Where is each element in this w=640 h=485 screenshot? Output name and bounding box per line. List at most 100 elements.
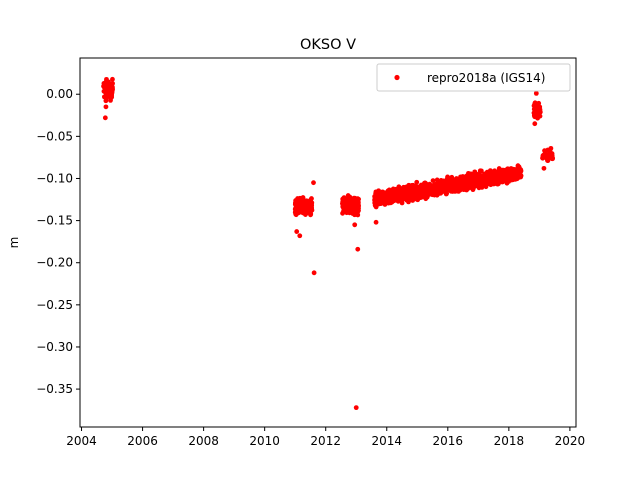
data-point	[103, 93, 109, 98]
data-point	[294, 229, 300, 234]
data-point	[421, 180, 427, 186]
data-point	[471, 185, 476, 191]
data-point	[536, 100, 542, 106]
data-point	[440, 183, 446, 189]
data-point	[533, 90, 539, 96]
data-point	[418, 189, 424, 195]
plot-area-frame	[79, 57, 577, 428]
data-point	[352, 222, 358, 228]
data-point	[430, 178, 436, 184]
x-tick-label: 2014	[371, 434, 402, 448]
data-point	[354, 210, 360, 216]
data-point	[102, 115, 108, 121]
data-point	[349, 200, 355, 206]
data-point	[473, 178, 479, 184]
data-point	[460, 178, 465, 184]
data-point	[300, 206, 306, 212]
data-point	[514, 173, 520, 178]
data-point	[101, 84, 107, 89]
data-point	[478, 174, 484, 179]
y-tick-label: −0.35	[36, 382, 73, 396]
x-tick-label: 2012	[310, 434, 341, 448]
data-point	[396, 195, 401, 201]
data-point	[463, 176, 469, 182]
data-point	[536, 105, 542, 111]
data-point	[413, 191, 419, 197]
y-tick-label: −0.30	[36, 340, 73, 354]
data-point	[347, 209, 353, 215]
data-point	[405, 192, 411, 197]
data-point	[355, 246, 361, 252]
x-tick-label: 2018	[494, 434, 525, 448]
data-point	[401, 186, 407, 192]
data-point	[444, 191, 450, 196]
data-point	[378, 198, 384, 203]
data-point	[353, 405, 359, 411]
data-point	[341, 204, 347, 210]
data-point	[547, 149, 553, 155]
data-point	[381, 190, 386, 196]
data-point	[103, 104, 109, 110]
data-point	[293, 209, 298, 215]
data-point	[540, 155, 545, 161]
data-point	[103, 98, 109, 104]
data-point	[355, 206, 361, 212]
data-point	[305, 200, 311, 206]
data-point	[419, 184, 425, 190]
legend-marker	[394, 74, 400, 81]
chart-title: OKSO V	[300, 37, 356, 53]
data-point	[547, 155, 553, 161]
data-point	[435, 182, 440, 188]
data-point	[300, 198, 306, 204]
data-point	[414, 179, 420, 185]
data-point	[532, 121, 538, 127]
x-tick-label: 2004	[66, 434, 97, 448]
data-point	[532, 101, 538, 107]
data-point	[483, 178, 489, 184]
data-point	[389, 193, 395, 199]
data-point	[101, 88, 107, 94]
y-tick-label: −0.15	[36, 214, 73, 228]
data-point	[509, 169, 515, 175]
data-point	[455, 186, 461, 192]
x-tick-label: 2010	[249, 434, 280, 448]
y-tick-label: −0.05	[36, 129, 73, 143]
data-point	[484, 169, 490, 175]
data-point	[341, 195, 347, 200]
data-point	[489, 174, 494, 180]
y-axis-label: m	[7, 237, 21, 249]
legend: repro2018a (IGS14)	[376, 63, 571, 92]
data-point	[373, 219, 379, 225]
data-point	[449, 188, 454, 194]
data-point	[509, 173, 515, 179]
x-tick-label: 2016	[433, 434, 464, 448]
y-tick-label: −0.20	[36, 256, 73, 270]
data-point	[352, 195, 358, 201]
y-tick-label: 0.00	[46, 87, 73, 101]
data-point	[534, 111, 540, 117]
data-point	[110, 76, 115, 82]
data-point	[354, 202, 360, 208]
data-point	[541, 165, 547, 171]
data-point	[341, 208, 346, 214]
data-point	[373, 199, 379, 204]
data-point	[445, 183, 451, 189]
data-point	[293, 205, 299, 210]
data-point	[448, 178, 454, 184]
data-point	[503, 167, 509, 173]
x-tick-label: 2008	[188, 434, 219, 448]
data-point	[497, 170, 503, 175]
data-point	[502, 175, 508, 180]
data-point	[465, 186, 471, 192]
y-tick-label: −0.25	[36, 298, 73, 312]
data-point	[309, 203, 314, 209]
data-point	[424, 190, 430, 195]
data-point	[300, 202, 305, 208]
data-point	[409, 195, 415, 201]
data-point	[475, 183, 481, 188]
legend-box	[376, 63, 571, 92]
data-point	[474, 171, 480, 177]
data-point	[436, 190, 442, 196]
